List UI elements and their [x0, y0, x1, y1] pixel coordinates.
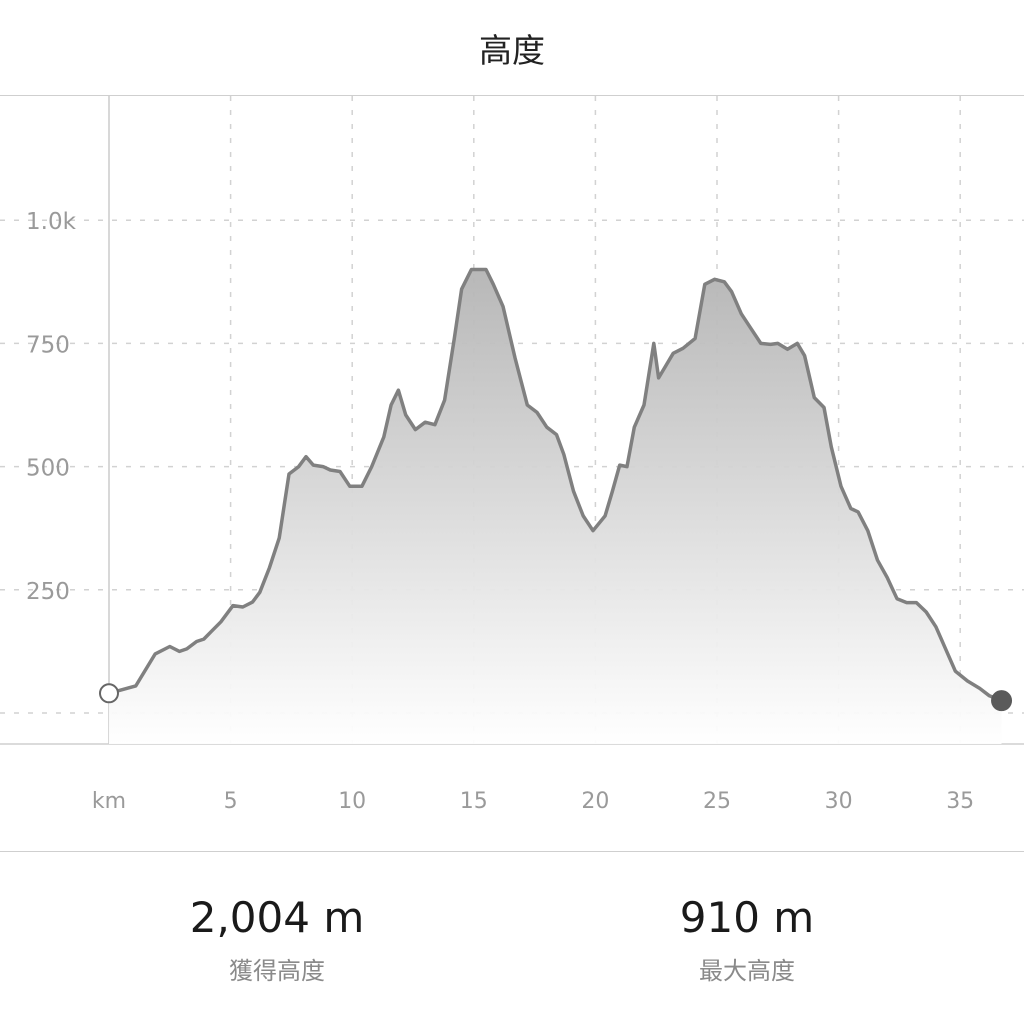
y-tick-label: 500 [26, 456, 70, 482]
elevation-gain-value: 2,004 m [189, 893, 365, 942]
elevation-gain-label: 獲得高度 [229, 957, 325, 985]
max-elevation-value: 910 m [679, 893, 815, 942]
x-tick-label: 10 [338, 789, 366, 814]
max-elevation-label: 最大高度 [699, 957, 795, 985]
elevation-line [107, 267, 1004, 703]
y-tick-label: 1.0k [26, 209, 77, 235]
x-tick-label: 5 [224, 789, 238, 814]
x-tick-label: km [92, 789, 126, 814]
marker-layer [99, 683, 1013, 712]
area-layer [107, 267, 1004, 744]
end-point-marker[interactable] [991, 690, 1013, 712]
y-tick-label: 250 [26, 579, 70, 605]
x-tick-label: 20 [581, 789, 609, 814]
x-tick-label: 30 [825, 789, 853, 814]
elevation-gain-stat: 2,004 m 獲得高度 [97, 852, 457, 986]
elevation-area [109, 269, 1002, 744]
x-tick-label: 15 [460, 789, 488, 814]
page-title: 高度 [479, 31, 545, 70]
label-layer: km 5 10 15 20 25 30 35 250 500 750 1.0k [26, 209, 974, 814]
elevation-chart-svg: km 5 10 15 20 25 30 35 250 500 750 1.0k [0, 96, 1024, 814]
start-point-marker[interactable] [99, 683, 119, 704]
stats-panel: 2,004 m 獲得高度 910 m 最大高度 [0, 852, 1024, 1024]
elevation-chart[interactable]: km 5 10 15 20 25 30 35 250 500 750 1.0k [0, 96, 1024, 852]
header-bar: 高度 [0, 0, 1024, 96]
x-tick-label: 25 [703, 789, 731, 814]
max-elevation-stat: 910 m 最大高度 [567, 852, 927, 986]
y-tick-label: 750 [26, 332, 70, 358]
x-tick-label: 35 [946, 789, 974, 814]
